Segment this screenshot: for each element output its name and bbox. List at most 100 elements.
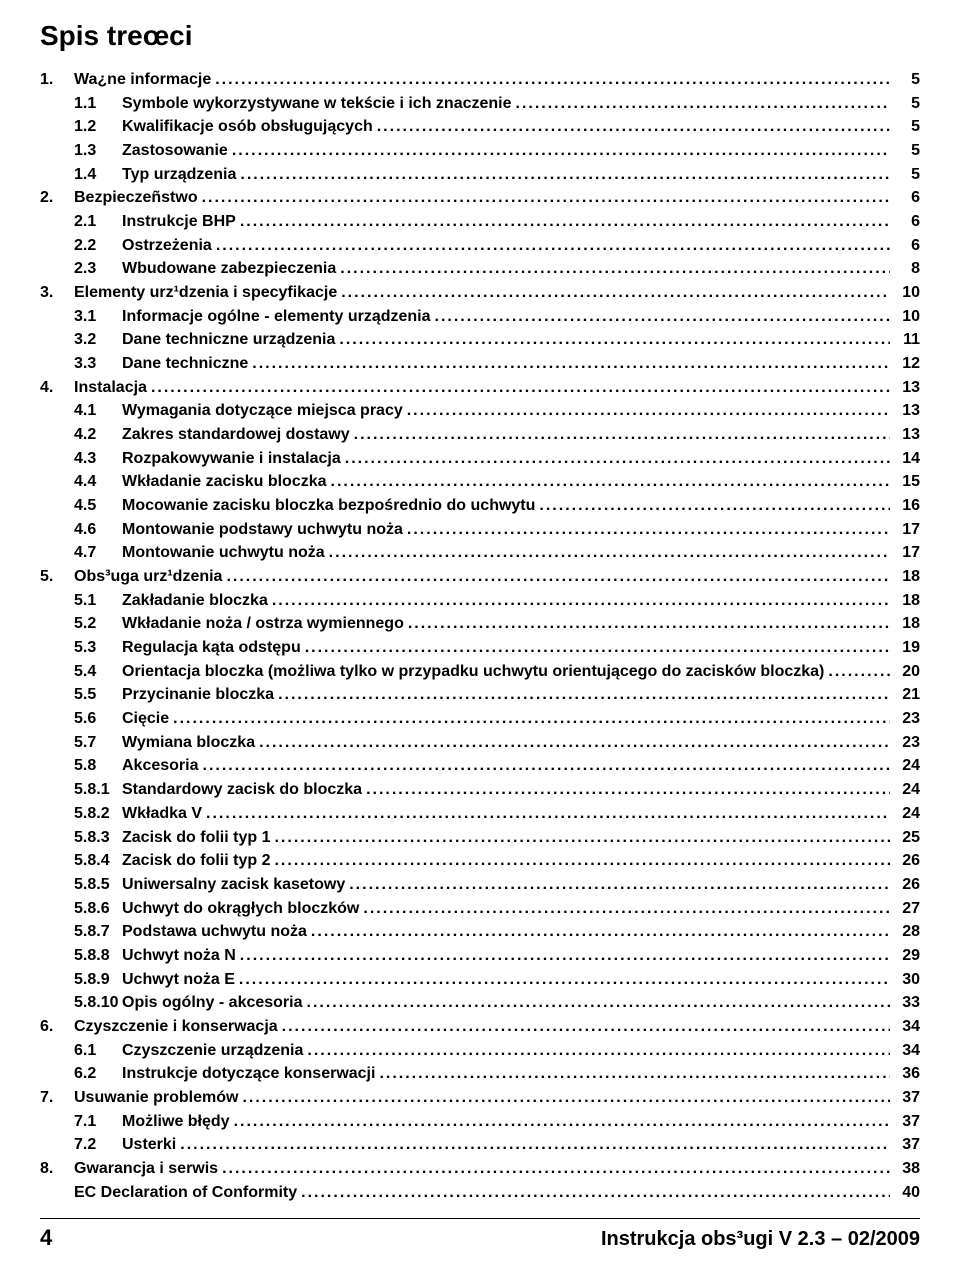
toc-dot-leader <box>305 636 890 660</box>
toc-entry-title: Uchwyt do okrągłych bloczków <box>122 897 359 921</box>
toc-dot-leader <box>274 849 890 873</box>
toc-entry-title: Akcesoria <box>122 754 199 778</box>
toc-entry-page: 12 <box>894 352 920 376</box>
toc-entry: EC Declaration of Conformity40 <box>40 1181 920 1205</box>
toc-entry-number: 6. <box>40 1015 74 1039</box>
toc-entry-page: 25 <box>894 826 920 850</box>
toc-entry-page: 23 <box>894 731 920 755</box>
toc-dot-leader <box>301 1181 890 1205</box>
toc-dot-leader <box>377 115 890 139</box>
toc-entry: 5.Obs³uga urz¹dzenia 18 <box>40 565 920 589</box>
toc-entry-title: Montowanie podstawy uchwytu noża <box>122 518 403 542</box>
toc-entry-number: 2.2 <box>74 234 122 258</box>
toc-entry: 4.4Wkładanie zacisku bloczka 15 <box>40 470 920 494</box>
toc-entry-title: Symbole wykorzystywane w tekście i ich z… <box>122 92 512 116</box>
toc-entry-title: Wa¿ne informacje <box>74 68 211 92</box>
toc-entry: 4.6Montowanie podstawy uchwytu noża17 <box>40 518 920 542</box>
toc-entry: 6.1Czyszczenie urządzenia34 <box>40 1039 920 1063</box>
footer-rule <box>40 1218 920 1219</box>
toc-entry: 5.5Przycinanie bloczka 21 <box>40 683 920 707</box>
toc-entry-title: Usuwanie problemów <box>74 1086 238 1110</box>
toc-entry-page: 23 <box>894 707 920 731</box>
toc-entry: 1.3Zastosowanie5 <box>40 139 920 163</box>
toc-dot-leader <box>349 873 890 897</box>
toc-entry: 5.1Zakładanie bloczka18 <box>40 589 920 613</box>
toc-entry-title: Zakres standardowej dostawy <box>122 423 350 447</box>
toc-entry-page: 40 <box>894 1181 920 1205</box>
toc-entry-title: Dane techniczne urządzenia <box>122 328 335 352</box>
page-title: Spis treœci <box>40 20 920 52</box>
toc-entry: 6.Czyszczenie i konserwacja34 <box>40 1015 920 1039</box>
toc-dot-leader <box>341 281 890 305</box>
toc-entry-title: Uchwyt noża N <box>122 944 236 968</box>
toc-entry-number: 5.8.6 <box>74 897 122 921</box>
toc-entry-page: 5 <box>894 163 920 187</box>
toc-entry: 2.Bezpieczeñstwo6 <box>40 186 920 210</box>
toc-entry-title: Zacisk do folii typ 1 <box>122 826 270 850</box>
toc-entry: 2.1Instrukcje BHP6 <box>40 210 920 234</box>
toc-entry-number: 5.8 <box>74 754 122 778</box>
toc-entry-number: 5.3 <box>74 636 122 660</box>
toc-entry-number: 5.4 <box>74 660 122 684</box>
toc-entry-title: Zacisk do folii typ 2 <box>122 849 270 873</box>
toc-entry-title: Zastosowanie <box>122 139 228 163</box>
toc-entry: 5.8.2Wkładka V24 <box>40 802 920 826</box>
toc-entry: 3.2Dane techniczne urządzenia11 <box>40 328 920 352</box>
toc-entry-title: Typ urządzenia <box>122 163 236 187</box>
toc-entry-number: 4.4 <box>74 470 122 494</box>
toc-entry-number: 5.8.3 <box>74 826 122 850</box>
toc-entry-page: 20 <box>894 660 920 684</box>
toc-dot-leader <box>240 210 890 234</box>
toc-entry-title: Montowanie uchwytu noża <box>122 541 325 565</box>
toc-dot-leader <box>307 991 891 1015</box>
toc-entry: 3.Elementy urz¹dzenia i specyfikacje10 <box>40 281 920 305</box>
toc-entry-page: 15 <box>894 470 920 494</box>
toc-entry: 5.8.5Uniwersalny zacisk kasetowy26 <box>40 873 920 897</box>
toc-dot-leader <box>408 612 890 636</box>
toc-entry-page: 29 <box>894 944 920 968</box>
toc-entry-number: 5.7 <box>74 731 122 755</box>
toc-entry-page: 6 <box>894 210 920 234</box>
toc-entry: 5.7Wymiana bloczka 23 <box>40 731 920 755</box>
toc-dot-leader <box>379 1062 890 1086</box>
toc-entry-page: 30 <box>894 968 920 992</box>
toc-entry-title: Obs³uga urz¹dzenia <box>74 565 222 589</box>
toc-entry-title: Wkładanie zacisku bloczka <box>122 470 327 494</box>
toc-entry-title: Wymiana bloczka <box>122 731 255 755</box>
toc-entry: 5.8.10Opis ogólny - akcesoria33 <box>40 991 920 1015</box>
toc-dot-leader <box>202 186 890 210</box>
toc-entry-page: 18 <box>894 565 920 589</box>
toc-entry-number: 4.2 <box>74 423 122 447</box>
toc-entry-title: Kwalifikacje osób obsługujących <box>122 115 373 139</box>
toc-entry-page: 13 <box>894 399 920 423</box>
toc-dot-leader <box>274 826 890 850</box>
toc-dot-leader <box>180 1133 890 1157</box>
toc-entry-page: 8 <box>894 257 920 281</box>
toc-entry: 5.8.3Zacisk do folii typ 1 25 <box>40 826 920 850</box>
toc-entry-number: 1.4 <box>74 163 122 187</box>
toc-entry-number: 6.2 <box>74 1062 122 1086</box>
toc-dot-leader <box>828 660 890 684</box>
toc-dot-leader <box>222 1157 890 1181</box>
toc-entry-number: 7.1 <box>74 1110 122 1134</box>
toc-entry-number: 5.8.2 <box>74 802 122 826</box>
toc-entry: 5.8.9Uchwyt noża E30 <box>40 968 920 992</box>
toc-entry: 2.3Wbudowane zabezpieczenia8 <box>40 257 920 281</box>
toc-dot-leader <box>354 423 890 447</box>
toc-entry-title: Uniwersalny zacisk kasetowy <box>122 873 345 897</box>
toc-entry-number: 5.5 <box>74 683 122 707</box>
toc-entry-number: 5.8.8 <box>74 944 122 968</box>
toc-entry-number: 7. <box>40 1086 74 1110</box>
toc-entry: 4.7Montowanie uchwytu noża17 <box>40 541 920 565</box>
toc-entry-title: Ostrzeżenia <box>122 234 212 258</box>
toc-entry-page: 37 <box>894 1086 920 1110</box>
toc-entry-title: Czyszczenie urządzenia <box>122 1039 303 1063</box>
toc-entry-number: 5. <box>40 565 74 589</box>
toc-dot-leader <box>252 352 890 376</box>
toc-entry-page: 21 <box>894 683 920 707</box>
toc-entry-page: 18 <box>894 612 920 636</box>
toc-dot-leader <box>203 754 891 778</box>
toc-entry-title: Instalacja <box>74 376 147 400</box>
toc-entry-title: Przycinanie bloczka <box>122 683 274 707</box>
toc-entry-page: 24 <box>894 778 920 802</box>
